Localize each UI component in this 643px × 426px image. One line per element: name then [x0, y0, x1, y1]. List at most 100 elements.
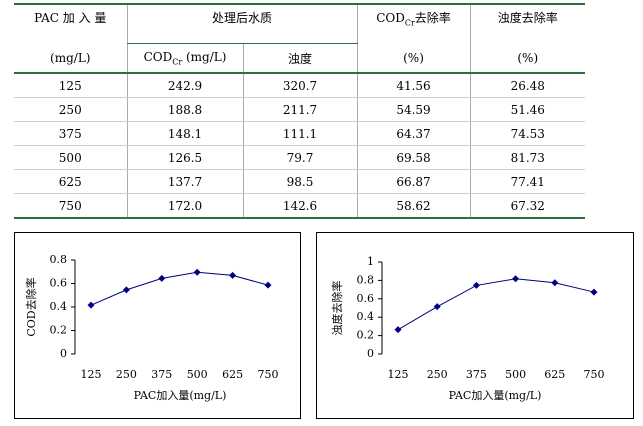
data-point: [551, 279, 559, 287]
table-cell: 54.59: [356, 97, 471, 122]
header-text: 浊度去除率: [497, 11, 558, 25]
header-text: (%): [403, 50, 424, 65]
y-tick-label: 0: [60, 347, 67, 360]
data-table: PAC 加 入 量 处理后水质 CODCr去除率 浊度去除率 (mg/L) CO…: [14, 3, 586, 219]
chart-frame: [316, 232, 634, 419]
x-tick-label: 500: [505, 368, 526, 381]
y-tick-label: 0.8: [50, 253, 68, 266]
header-cell: (mg/L): [14, 43, 127, 74]
data-line: [397, 278, 595, 331]
x-tick-label: 250: [116, 368, 137, 381]
data-point: [193, 268, 201, 276]
header-text: (mg/L): [182, 49, 227, 64]
data-point: [394, 326, 402, 334]
data-point: [158, 274, 166, 282]
y-tick-label: 0.4: [357, 310, 375, 323]
header-cell: 处理后水质: [126, 3, 358, 44]
header-cell: 浊度: [242, 43, 358, 74]
header-text: 浊度: [288, 51, 313, 66]
data-point: [264, 281, 272, 289]
x-tick-label: 375: [151, 368, 172, 381]
y-tick-label: 0.2: [50, 324, 68, 337]
y-tick-label: 0.6: [50, 277, 68, 290]
header-cell: CODCr (mg/L): [126, 43, 243, 74]
data-point: [87, 301, 95, 309]
table-cell: 67.32: [469, 193, 586, 219]
x-tick-label: 625: [544, 368, 565, 381]
y-tick-label: 0.2: [357, 329, 375, 342]
header-text: 去除率: [414, 11, 451, 25]
data-point: [472, 281, 480, 289]
table-cell: 66.87: [356, 169, 471, 194]
chart-frame: [14, 232, 301, 419]
table-row: 500 126.5 79.7 69.58 81.73: [14, 145, 586, 170]
table-cell: 79.7: [242, 145, 358, 170]
y-tick-label: 0.8: [357, 273, 375, 286]
table-cell: 69.58: [356, 145, 471, 170]
table-cell: 188.8: [126, 97, 243, 122]
y-tick-label: 1: [367, 255, 374, 268]
table-cell: 142.6: [242, 193, 358, 219]
x-tick-label: 500: [187, 368, 208, 381]
data-point: [433, 303, 441, 311]
table-cell: 111.1: [242, 121, 358, 146]
header-text: COD: [376, 11, 405, 25]
x-tick-label: 125: [388, 368, 409, 381]
y-axis-label: 浊度去除率: [330, 281, 344, 336]
table-cell: 211.7: [242, 97, 358, 122]
table-cell: 125: [14, 73, 127, 98]
table-row: 375 148.1 111.1 64.37 74.53: [14, 121, 586, 146]
table-row: 250 188.8 211.7 54.59 51.46: [14, 97, 586, 122]
header-cell: PAC 加 入 量: [14, 3, 127, 44]
data-point: [229, 271, 237, 279]
table-cell: 137.7: [126, 169, 243, 194]
table-row: 625 137.7 98.5 66.87 77.41: [14, 169, 586, 194]
header-text: 处理后水质: [212, 11, 273, 25]
table-body: 125 242.9 320.7 41.56 26.48 250 188.8 211.7 54.5…: [14, 73, 586, 219]
table-cell: 77.41: [469, 169, 586, 194]
table-cell: 26.48: [469, 73, 586, 98]
x-tick-label: 625: [222, 368, 243, 381]
table-cell: 98.5: [242, 169, 358, 194]
table-cell: 126.5: [126, 145, 243, 170]
data-point: [590, 288, 598, 296]
data-point: [122, 286, 130, 294]
table-cell: 500: [14, 145, 127, 170]
table-cell: 41.56: [356, 73, 471, 98]
header-cell: CODCr去除率: [356, 3, 471, 44]
table-cell: 625: [14, 169, 127, 194]
table-cell: 51.46: [469, 97, 586, 122]
y-tick-label: 0.6: [357, 292, 375, 305]
y-axis-label: COD去除率: [24, 277, 38, 336]
table-cell: 750: [14, 193, 127, 219]
y-tick-label: 0.4: [50, 300, 68, 313]
header-sub: Cr: [404, 18, 415, 28]
table-cell: 74.53: [469, 121, 586, 146]
table-cell: 172.0: [126, 193, 243, 219]
x-tick-label: 750: [258, 368, 279, 381]
data-line: [90, 271, 269, 306]
table-cell: 250: [14, 97, 127, 122]
header-text: (mg/L): [50, 50, 91, 65]
x-tick-label: 250: [427, 368, 448, 381]
header-row: PAC 加 入 量 处理后水质 CODCr去除率 浊度去除率: [14, 3, 586, 44]
x-axis-label: PAC加入量(mg/L): [449, 389, 542, 402]
y-tick-label: 0: [367, 347, 374, 360]
table-row: 125 242.9 320.7 41.56 26.48: [14, 73, 586, 98]
x-tick-label: 750: [584, 368, 605, 381]
header-row: (mg/L) CODCr (mg/L) 浊度 (%) (%): [14, 43, 586, 74]
header-sub: Cr: [172, 57, 183, 67]
header-cell: (%): [356, 43, 471, 74]
data-point: [512, 275, 520, 283]
table-cell: 148.1: [126, 121, 243, 146]
table-cell: 58.62: [356, 193, 471, 219]
table-cell: 320.7: [242, 73, 358, 98]
table-row: 750 172.0 142.6 58.62 67.32: [14, 193, 586, 219]
header-cell: 浊度去除率: [469, 3, 586, 44]
header-text: COD: [143, 49, 173, 64]
x-tick-label: 125: [81, 368, 102, 381]
table-cell: 375: [14, 121, 127, 146]
x-axis-label: PAC加入量(mg/L): [134, 389, 227, 402]
